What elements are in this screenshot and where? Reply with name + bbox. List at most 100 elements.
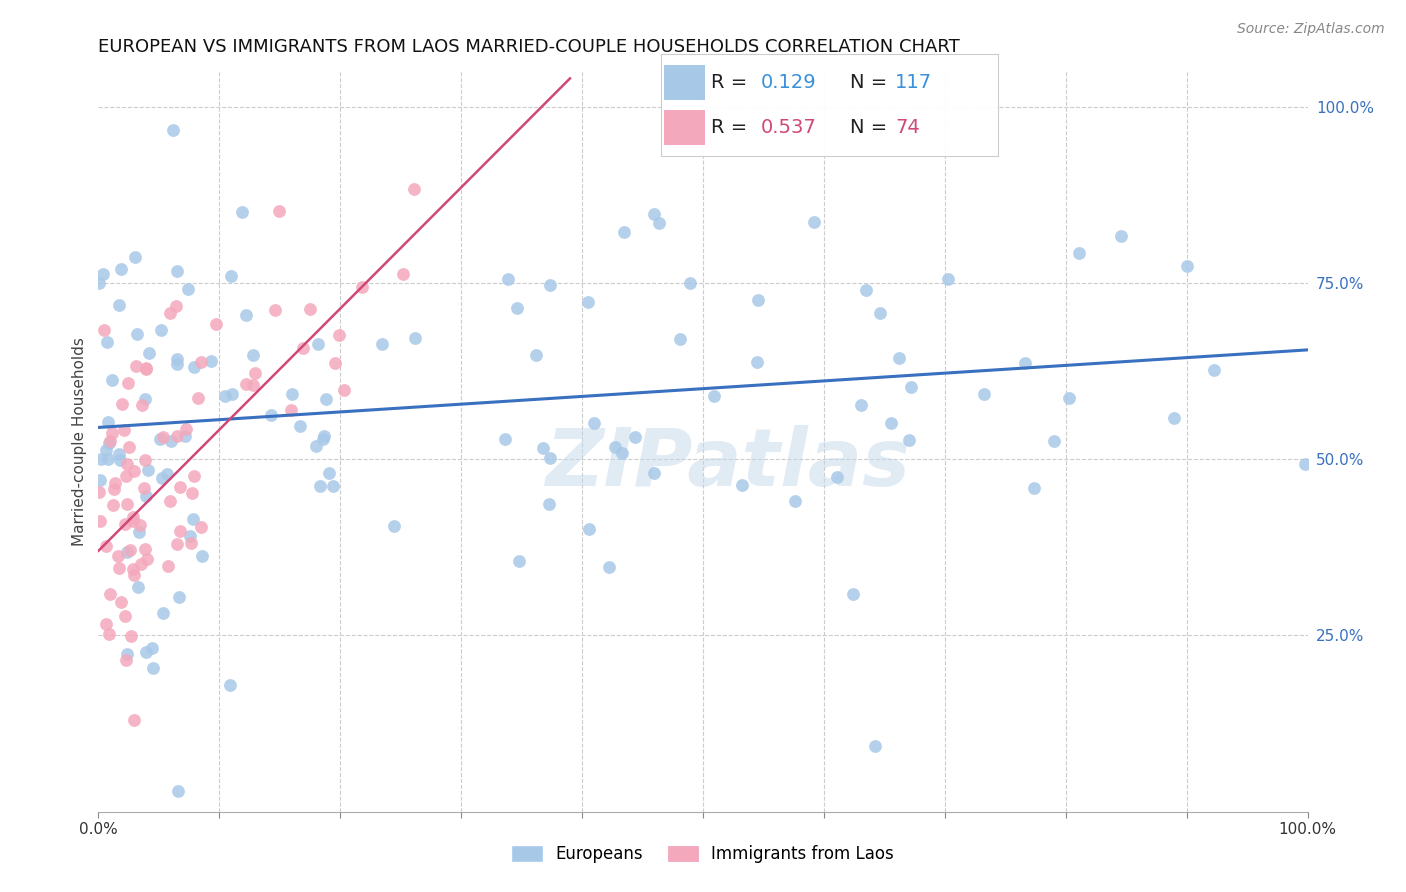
- Point: [120, 629, 142, 643]
- Point: [98, 587, 121, 601]
- Point: [1057, 391, 1080, 405]
- Point: [610, 446, 633, 460]
- Point: [1014, 355, 1036, 369]
- Point: [855, 283, 877, 297]
- Point: [259, 408, 281, 422]
- Point: [131, 398, 153, 412]
- Point: [496, 272, 519, 286]
- Point: [94, 539, 117, 553]
- Point: [235, 309, 257, 323]
- Point: [138, 346, 160, 360]
- Point: [94, 443, 117, 458]
- Text: ZIPatlas: ZIPatlas: [544, 425, 910, 503]
- Point: [111, 397, 134, 411]
- Point: [308, 479, 330, 493]
- Point: [307, 337, 329, 351]
- Point: [101, 426, 124, 441]
- Point: [169, 524, 191, 538]
- Y-axis label: Married-couple Households: Married-couple Households: [72, 337, 87, 546]
- Point: [524, 348, 547, 362]
- Point: [598, 559, 620, 574]
- Point: [108, 447, 131, 461]
- Point: [135, 361, 157, 376]
- Point: [159, 494, 181, 508]
- Point: [849, 398, 872, 412]
- Point: [183, 360, 205, 375]
- Point: [134, 453, 156, 467]
- Point: [89, 473, 111, 487]
- Point: [880, 416, 903, 430]
- Point: [122, 568, 145, 582]
- Point: [897, 433, 920, 447]
- Point: [537, 497, 560, 511]
- Point: [264, 302, 287, 317]
- Point: [281, 387, 304, 401]
- Point: [108, 561, 131, 575]
- Point: [103, 476, 125, 491]
- Legend: Europeans, Immigrants from Laos: Europeans, Immigrants from Laos: [505, 838, 901, 870]
- Point: [869, 306, 891, 320]
- Point: [613, 225, 636, 239]
- FancyBboxPatch shape: [664, 110, 704, 145]
- Point: [333, 383, 356, 397]
- Point: [219, 268, 242, 283]
- FancyBboxPatch shape: [664, 65, 704, 100]
- Point: [973, 387, 995, 401]
- Point: [531, 441, 554, 455]
- Point: [122, 514, 145, 528]
- Point: [887, 351, 910, 366]
- Point: [142, 661, 165, 675]
- Point: [538, 277, 561, 292]
- Point: [323, 355, 346, 369]
- Point: [114, 469, 136, 483]
- Point: [267, 204, 290, 219]
- Point: [112, 423, 135, 437]
- Point: [114, 516, 136, 531]
- Point: [280, 403, 302, 417]
- Point: [494, 432, 516, 446]
- Point: [785, 494, 807, 508]
- Point: [118, 542, 141, 557]
- Point: [114, 609, 136, 624]
- Point: [1163, 410, 1185, 425]
- Point: [538, 451, 561, 466]
- Point: [135, 489, 157, 503]
- Point: [179, 529, 201, 543]
- Point: [90, 451, 112, 466]
- Point: [150, 471, 173, 485]
- Point: [122, 562, 145, 576]
- Point: [231, 204, 253, 219]
- Point: [747, 355, 769, 369]
- Point: [1067, 246, 1090, 260]
- Point: [842, 587, 865, 601]
- Point: [506, 301, 529, 315]
- Text: 0.129: 0.129: [761, 73, 815, 92]
- Point: [156, 559, 179, 574]
- Point: [703, 388, 725, 402]
- Point: [371, 337, 394, 351]
- Point: [314, 429, 336, 443]
- Point: [747, 293, 769, 308]
- Point: [141, 641, 163, 656]
- Text: EUROPEAN VS IMMIGRANTS FROM LAOS MARRIED-COUPLE HOUSEHOLDS CORRELATION CHART: EUROPEAN VS IMMIGRANTS FROM LAOS MARRIED…: [98, 38, 960, 56]
- Point: [135, 552, 157, 566]
- Point: [132, 481, 155, 495]
- Point: [382, 518, 405, 533]
- Point: [166, 429, 188, 443]
- Text: N =: N =: [849, 73, 893, 92]
- Point: [392, 267, 415, 281]
- Point: [669, 332, 692, 346]
- Point: [190, 520, 212, 534]
- Point: [165, 299, 187, 313]
- Point: [181, 486, 204, 500]
- Point: [214, 389, 236, 403]
- Point: [1111, 228, 1133, 243]
- Point: [404, 331, 426, 345]
- Point: [900, 380, 922, 394]
- Point: [404, 182, 426, 196]
- Point: [242, 349, 264, 363]
- Point: [166, 351, 188, 366]
- Point: [159, 306, 181, 320]
- Text: Source: ZipAtlas.com: Source: ZipAtlas.com: [1237, 22, 1385, 37]
- Point: [180, 535, 202, 549]
